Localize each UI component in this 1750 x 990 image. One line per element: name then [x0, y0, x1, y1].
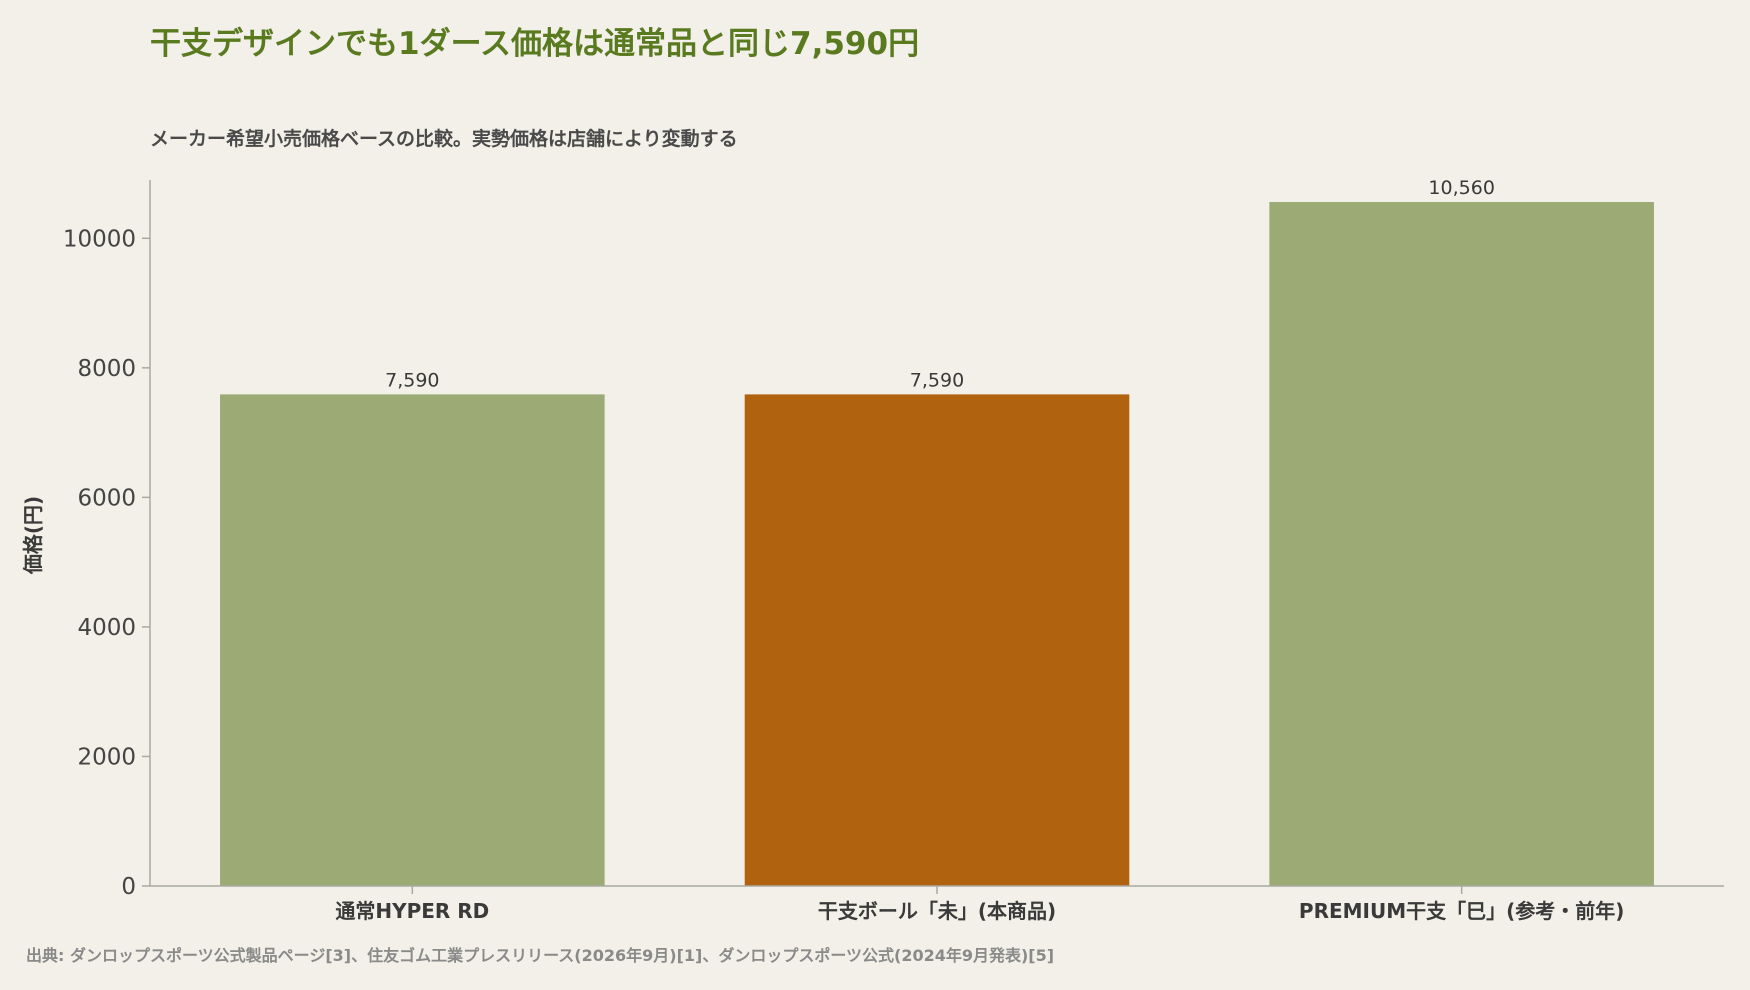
y-tick-label: 8000	[77, 356, 136, 382]
y-tick-label: 6000	[77, 485, 136, 511]
x-tick-label: 通常HYPER RD	[335, 899, 489, 923]
source-note: 出典: ダンロップスポーツ公式製品ページ[3]、住友ゴム工業プレスリリース(20…	[26, 946, 1055, 965]
bar	[220, 394, 605, 886]
chart-subtitle: メーカー希望小売価格ベースの比較。実勢価格は店舗により変動する	[150, 128, 738, 150]
bar	[744, 394, 1130, 886]
bar-value-label: 10,560	[1428, 177, 1494, 199]
y-tick-label: 10000	[63, 226, 136, 252]
y-tick-label: 0	[121, 874, 136, 900]
y-axis-label: 価格(円)	[21, 496, 45, 575]
x-tick-label: 干支ボール「未」(本商品)	[818, 899, 1056, 923]
y-tick-label: 4000	[77, 615, 136, 641]
x-tick-label: PREMIUM干支「巳」(参考・前年)	[1299, 899, 1625, 923]
bar	[1269, 202, 1654, 886]
chart-title: 干支デザインでも1ダース価格は通常品と同じ7,590円	[150, 26, 920, 62]
y-tick-label: 2000	[77, 744, 136, 770]
bar-value-label: 7,590	[910, 369, 964, 391]
bar-value-label: 7,590	[385, 369, 439, 391]
